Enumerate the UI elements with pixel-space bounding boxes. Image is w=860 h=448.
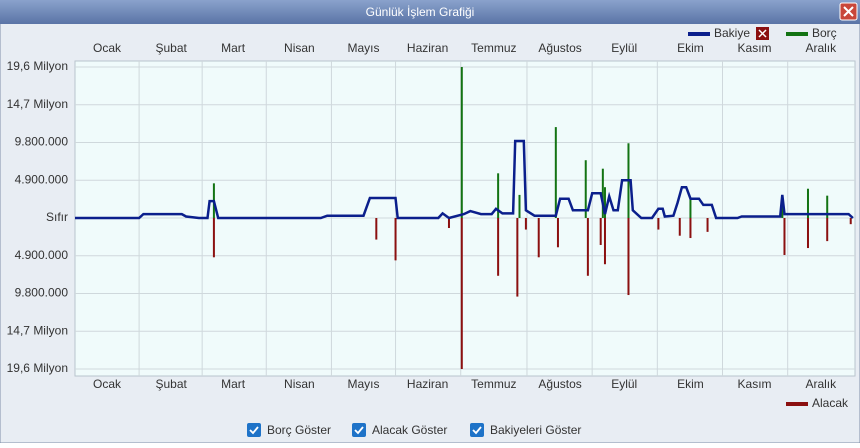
bar xyxy=(806,218,809,249)
bar xyxy=(556,218,559,248)
y-tick-label: 4.900.000 xyxy=(15,172,69,186)
bar xyxy=(537,218,540,258)
bar xyxy=(497,173,500,218)
bar xyxy=(603,218,606,265)
x-tick-label-top: Nisan xyxy=(284,41,315,55)
bar xyxy=(516,218,519,297)
bar xyxy=(554,127,557,218)
x-tick-label-top: Haziran xyxy=(407,41,448,55)
bar xyxy=(212,218,215,258)
bar xyxy=(460,218,463,369)
legend-label: Borç xyxy=(812,26,837,40)
x-tick-label-bottom: Temmuz xyxy=(471,377,516,391)
checkbox-label: Bakiyeleri Göster xyxy=(490,423,581,437)
checkbox-check xyxy=(354,426,364,435)
x-tick-label-top: Mart xyxy=(221,41,246,55)
y-tick-label: 9.800.000 xyxy=(15,286,69,300)
x-tick-label-bottom: Mart xyxy=(221,377,246,391)
checkbox-check xyxy=(472,426,482,435)
x-tick-label-bottom: Nisan xyxy=(284,377,315,391)
close-icon xyxy=(843,6,854,17)
y-tick-label: Sıfır xyxy=(46,210,68,224)
bar xyxy=(706,218,709,232)
bar xyxy=(586,218,589,276)
legend-label: Bakiye xyxy=(714,26,750,40)
checkbox[interactable] xyxy=(352,423,366,437)
bar xyxy=(601,168,604,218)
checkbox[interactable] xyxy=(247,423,261,437)
bar xyxy=(584,160,587,218)
bar xyxy=(806,188,809,218)
bar xyxy=(689,198,692,218)
y-tick-label: 19,6 Milyon xyxy=(7,59,68,73)
x-tick-label-bottom: Haziran xyxy=(407,377,448,391)
bar xyxy=(627,218,630,296)
bar xyxy=(447,218,450,229)
bar xyxy=(849,218,852,225)
bar xyxy=(599,218,602,245)
x-tick-label-bottom: Ağustos xyxy=(538,377,581,391)
bar xyxy=(394,218,397,261)
x-tick-label-top: Ekim xyxy=(677,41,704,55)
x-tick-label-bottom: Ekim xyxy=(677,377,704,391)
title-bar xyxy=(0,0,860,24)
legend-label: Alacak xyxy=(812,396,849,410)
bar xyxy=(657,218,660,230)
bar xyxy=(781,206,784,218)
bar xyxy=(460,67,463,218)
x-tick-label-bottom: Şubat xyxy=(155,377,187,391)
bar xyxy=(826,195,829,218)
bar xyxy=(524,218,527,230)
y-tick-label: 14,7 Milyon xyxy=(7,323,68,337)
y-tick-label: 4.900.000 xyxy=(15,248,69,262)
bar xyxy=(518,194,521,218)
x-tick-label-top: Temmuz xyxy=(471,41,516,55)
y-tick-label: 19,6 Milyon xyxy=(7,361,68,375)
x-tick-label-top: Mayıs xyxy=(347,41,379,55)
x-tick-label-bottom: Mayıs xyxy=(347,377,379,391)
x-tick-label-top: Şubat xyxy=(155,41,187,55)
x-tick-label-top: Aralık xyxy=(805,41,837,55)
x-tick-label-bottom: Aralık xyxy=(805,377,837,391)
bar xyxy=(497,218,500,276)
legend-remove-icon xyxy=(758,29,767,38)
y-tick-label: 9.800.000 xyxy=(15,135,69,149)
x-tick-label-top: Ağustos xyxy=(538,41,581,55)
bar xyxy=(603,187,606,218)
x-tick-label-bottom: Kasım xyxy=(738,377,772,391)
bar xyxy=(826,218,829,242)
bar xyxy=(375,218,378,240)
x-tick-label-bottom: Ocak xyxy=(93,377,122,391)
checkbox-check xyxy=(249,426,259,435)
bar xyxy=(689,218,692,239)
checkbox-label: Alacak Göster xyxy=(372,423,447,437)
checkbox[interactable] xyxy=(470,423,484,437)
checkbox-label: Borç Göster xyxy=(267,423,331,437)
y-tick-label: 14,7 Milyon xyxy=(7,97,68,111)
x-tick-label-bottom: Eylül xyxy=(611,377,637,391)
x-tick-label-top: Ocak xyxy=(93,41,122,55)
window-title: Günlük İşlem Grafiği xyxy=(366,5,475,19)
bar xyxy=(678,218,681,236)
line xyxy=(75,139,854,220)
x-tick-label-top: Kasım xyxy=(738,41,772,55)
x-tick-label-top: Eylül xyxy=(611,41,637,55)
bar xyxy=(783,218,786,255)
